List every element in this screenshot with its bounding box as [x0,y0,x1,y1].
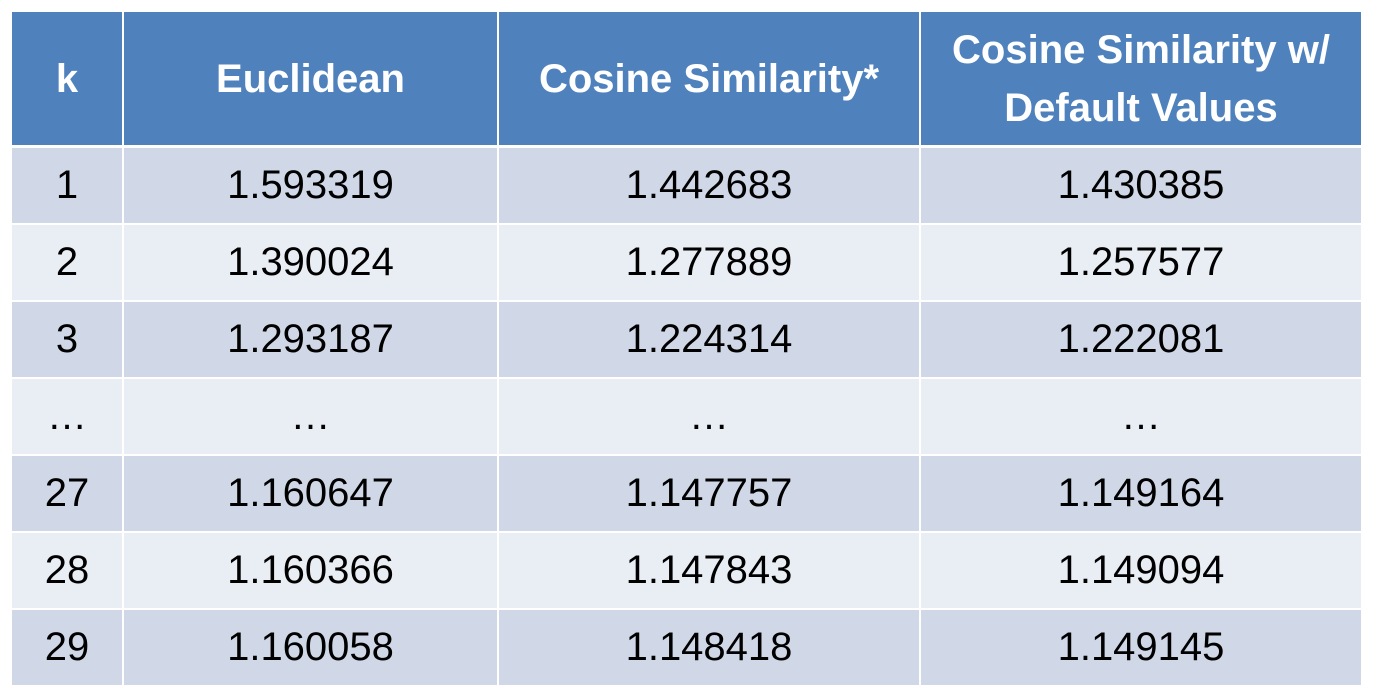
cell-k: 2 [12,225,124,302]
cell-k: 28 [12,533,124,610]
table-row: 28 1.160366 1.147843 1.149094 [12,533,1361,610]
cell-k: 27 [12,456,124,533]
cell-cosine-similarity-default: 1.149164 [921,456,1361,533]
cell-euclidean: … [124,379,499,456]
cell-cosine-similarity: 1.224314 [499,302,921,379]
table-row: 27 1.160647 1.147757 1.149164 [12,456,1361,533]
table-row: 1 1.593319 1.442683 1.430385 [12,148,1361,225]
cell-cosine-similarity: 1.277889 [499,225,921,302]
header-row: k Euclidean Cosine Similarity* Cosine Si… [12,12,1361,148]
cell-cosine-similarity: 1.442683 [499,148,921,225]
results-table: k Euclidean Cosine Similarity* Cosine Si… [12,12,1361,687]
cell-euclidean: 1.160647 [124,456,499,533]
cell-cosine-similarity-default: … [921,379,1361,456]
cell-cosine-similarity: 1.147843 [499,533,921,610]
cell-cosine-similarity: 1.147757 [499,456,921,533]
header-cosine-similarity: Cosine Similarity* [499,12,921,148]
cell-cosine-similarity-default: 1.149094 [921,533,1361,610]
header-k: k [12,12,124,148]
cell-euclidean: 1.160058 [124,610,499,687]
cell-euclidean: 1.390024 [124,225,499,302]
table-row: 29 1.160058 1.148418 1.149145 [12,610,1361,687]
cell-cosine-similarity-default: 1.222081 [921,302,1361,379]
cell-cosine-similarity: 1.148418 [499,610,921,687]
table-row: ………… [12,379,1361,456]
header-cosine-similarity-default: Cosine Similarity w/ Default Values [921,12,1361,148]
cell-k: … [12,379,124,456]
cell-k: 29 [12,610,124,687]
cell-euclidean: 1.293187 [124,302,499,379]
cell-cosine-similarity: … [499,379,921,456]
table-row: 3 1.293187 1.224314 1.222081 [12,302,1361,379]
cell-k: 3 [12,302,124,379]
cell-euclidean: 1.160366 [124,533,499,610]
cell-cosine-similarity-default: 1.430385 [921,148,1361,225]
header-euclidean: Euclidean [124,12,499,148]
table-row: 2 1.390024 1.277889 1.257577 [12,225,1361,302]
cell-k: 1 [12,148,124,225]
cell-cosine-similarity-default: 1.257577 [921,225,1361,302]
cell-euclidean: 1.593319 [124,148,499,225]
table-body: 1 1.593319 1.442683 1.430385 2 1.390024 1.2778… [12,148,1361,687]
cell-cosine-similarity-default: 1.149145 [921,610,1361,687]
